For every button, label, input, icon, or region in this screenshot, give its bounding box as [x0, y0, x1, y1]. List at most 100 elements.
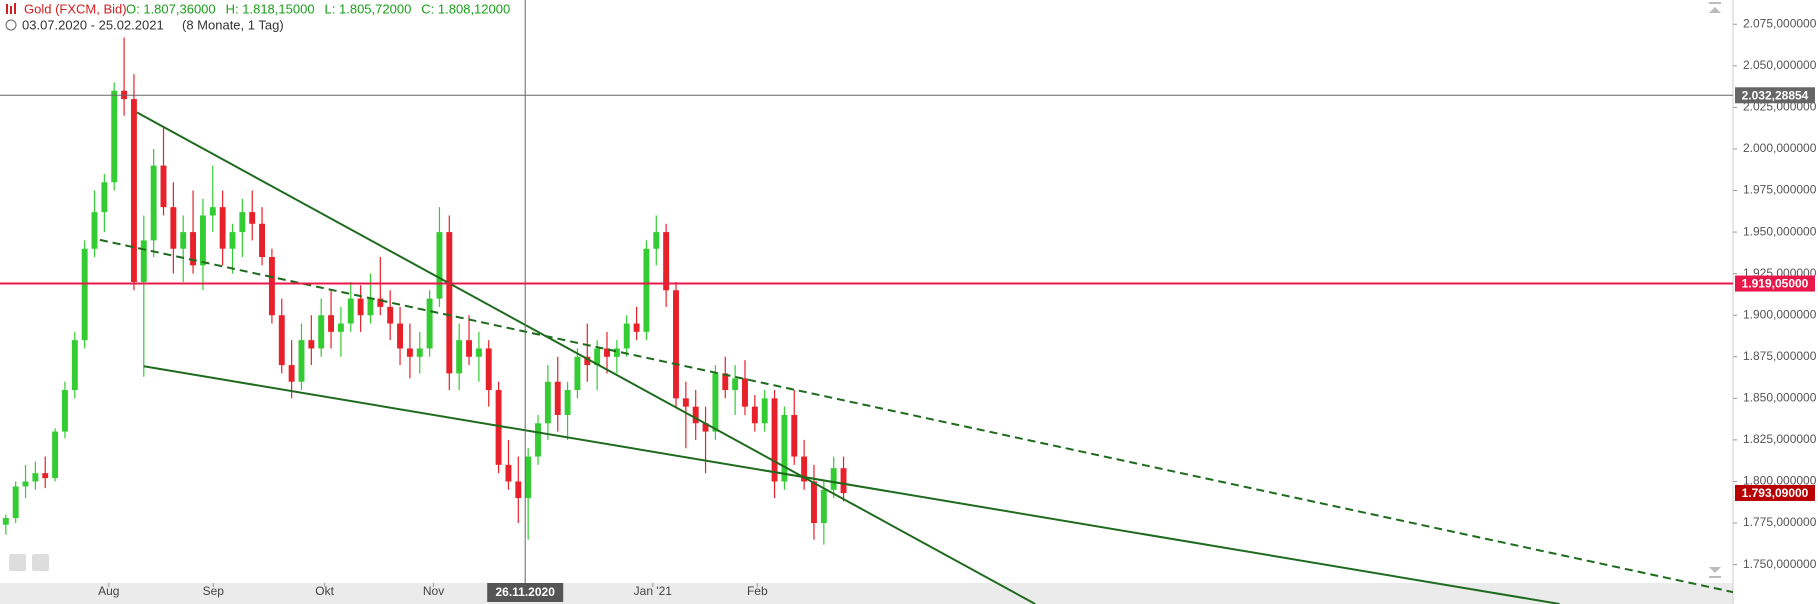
y-tick-label: 2.050,000000 — [1743, 58, 1817, 72]
candle-body — [811, 481, 817, 524]
candle-body — [278, 315, 285, 366]
candle-body — [298, 340, 305, 382]
candle-body — [633, 323, 640, 332]
candle-body — [515, 481, 522, 499]
date-range: 03.07.2020 - 25.02.2021 — [22, 17, 164, 32]
candle-body — [653, 232, 660, 249]
candle-body — [180, 232, 187, 249]
x-axis-strip — [0, 583, 1733, 604]
candle-body — [160, 165, 167, 208]
candle-body — [673, 290, 679, 399]
candle-body — [623, 323, 630, 349]
candle-body — [722, 373, 729, 391]
candle-body — [387, 306, 394, 324]
candle-body — [406, 348, 413, 357]
candle-body — [643, 248, 650, 332]
header-value: L: 1.805,72000 — [325, 1, 412, 16]
crosshair-tag — [487, 583, 564, 602]
candle-body — [199, 215, 206, 266]
last-price-tag — [1735, 484, 1815, 501]
candle-body — [791, 414, 798, 457]
candle-body — [781, 414, 788, 482]
candle-body — [751, 406, 758, 424]
period: (8 Monate, 1 Tag) — [182, 17, 284, 32]
candle-body — [732, 378, 739, 391]
x-tick-label: Jan '21 — [634, 584, 673, 598]
candle-body — [574, 356, 581, 391]
candle-body — [22, 481, 29, 487]
plot-area — [2, 37, 1733, 604]
zoom-buttons[interactable] — [9, 554, 49, 571]
y-tick-label: 2.000,000000 — [1743, 141, 1817, 155]
candle-body — [337, 323, 344, 332]
candle-body — [692, 406, 699, 424]
candle-body — [505, 464, 512, 482]
candle-body — [397, 323, 403, 349]
y-tick-label: 2.075,000000 — [1743, 16, 1817, 30]
candle-body — [495, 390, 502, 465]
candle-body — [239, 212, 246, 233]
candle-body — [702, 423, 709, 432]
candle-body — [377, 298, 384, 307]
candle-body — [32, 473, 39, 482]
candle-body — [318, 315, 325, 349]
logo — [6, 3, 16, 14]
candle-body — [801, 456, 808, 482]
x-tick-label: Aug — [98, 584, 119, 598]
candle-body — [140, 240, 147, 282]
candle-body — [101, 182, 108, 213]
y-tick-label: 1.950,000000 — [1743, 224, 1817, 238]
candle-body — [426, 298, 433, 349]
candle-body — [111, 90, 118, 183]
price-tag — [1735, 275, 1815, 292]
x-tick-label: Sep — [203, 584, 225, 598]
candle-body — [209, 207, 216, 216]
candle-body — [771, 398, 778, 482]
price-tag — [1735, 87, 1815, 104]
header-value: O: 1.807,36000 — [126, 1, 216, 16]
candle-body — [525, 456, 532, 499]
candle-body — [554, 381, 561, 415]
candle-body — [130, 99, 137, 282]
candle-body — [663, 232, 670, 291]
top-icon — [1709, 2, 1721, 13]
candle-body — [170, 207, 177, 249]
candle-body — [712, 373, 719, 432]
trend-line — [136, 111, 1036, 604]
candle-body — [830, 468, 837, 490]
candle-body — [249, 212, 256, 224]
candle-body — [456, 340, 463, 374]
price-tag-label: 2.032,28854 — [1742, 88, 1809, 102]
clock-icon — [5, 19, 17, 31]
candle-body — [436, 232, 443, 299]
price-tag-label: 1.919,05000 — [1742, 277, 1809, 291]
candle-body — [259, 223, 266, 258]
candle-body — [288, 365, 295, 382]
candle-body — [682, 398, 689, 407]
candle-body — [42, 473, 49, 479]
x-tick-label: Feb — [747, 584, 768, 598]
y-tick-label: 1.825,000000 — [1743, 432, 1817, 446]
candle-body — [12, 486, 19, 519]
x-tick-label: Nov — [423, 584, 444, 598]
x-tick-label: Okt — [315, 584, 334, 598]
candle-body — [229, 232, 236, 249]
candle-body — [328, 315, 335, 332]
candle-body — [594, 348, 601, 366]
candle-body — [416, 348, 423, 357]
candle-body — [564, 390, 571, 415]
candle-body — [544, 381, 551, 424]
header-value: C: 1.808,12000 — [421, 1, 510, 16]
candle-body — [61, 390, 68, 432]
candle-body — [604, 348, 610, 357]
y-tick-label: 1.975,000000 — [1743, 183, 1817, 197]
candle-body — [475, 348, 482, 357]
candle-body — [357, 298, 364, 316]
candle-body — [2, 518, 9, 525]
y-tick-label: 1.800,000000 — [1743, 474, 1817, 488]
candle-body — [613, 348, 620, 357]
candle-body — [466, 340, 472, 357]
header-value: H: 1.818,15000 — [226, 1, 315, 16]
